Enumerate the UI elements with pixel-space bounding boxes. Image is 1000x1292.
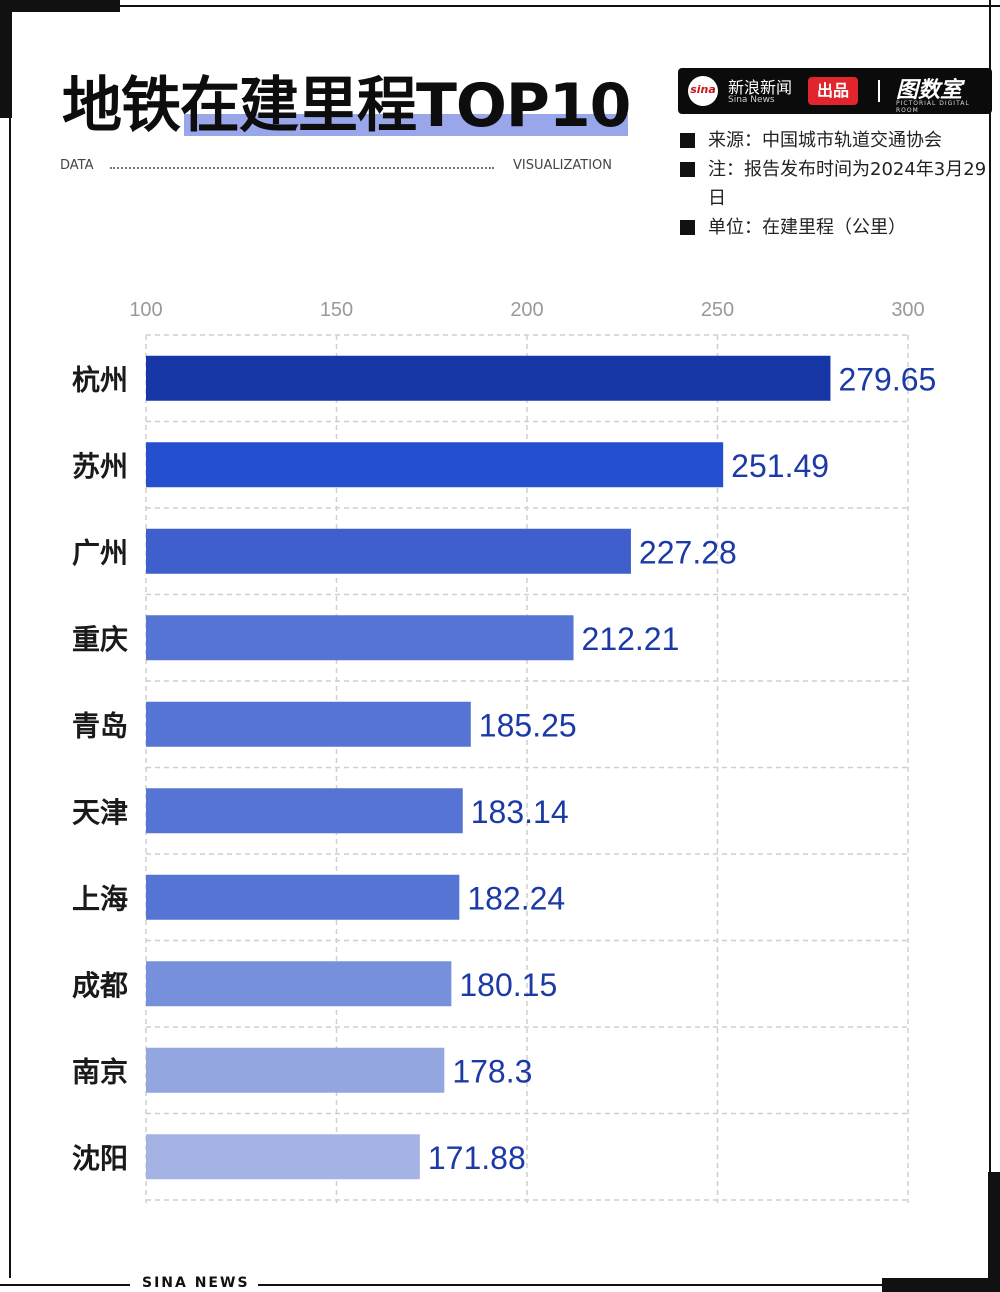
x-tick-label: 300 — [891, 299, 924, 321]
bar — [146, 701, 471, 747]
bar — [146, 1134, 420, 1180]
frame-bottom-line — [0, 1284, 130, 1286]
x-tick-label: 250 — [701, 299, 734, 321]
subtitle-left: DATA — [60, 158, 94, 173]
value-label: 182.24 — [467, 880, 565, 916]
brand-room-logo: 图数室 — [896, 78, 963, 103]
value-label: 279.65 — [838, 361, 936, 397]
category-label: 南京 — [72, 1055, 128, 1088]
brand-separator — [878, 80, 880, 102]
page-title: 地铁在建里程TOP10 — [62, 71, 631, 141]
bar — [146, 528, 631, 574]
category-label: 广州 — [72, 536, 128, 569]
brand-name: 新浪新闻 — [728, 78, 793, 97]
frame-corner-bottom-right — [988, 1172, 1000, 1292]
square-bullet-icon — [680, 133, 695, 148]
bar — [146, 961, 452, 1007]
title-block: 地铁在建里程TOP10 — [62, 70, 631, 142]
value-label: 178.3 — [452, 1053, 532, 1089]
category-label: 杭州 — [72, 363, 128, 396]
x-tick-label: 100 — [129, 299, 162, 321]
bar — [146, 615, 574, 661]
bar-chart: 100 150 200 250 300 杭州 279.65 苏州 251.49 广州 227.28 重… — [72, 299, 936, 1203]
brand-name-en: Sina News — [728, 95, 775, 105]
category-label: 青岛 — [72, 709, 128, 742]
note-release: 注：报告发布时间为2024年3月29日 — [678, 155, 992, 213]
sina-logo-icon: sina — [688, 76, 718, 106]
value-label: 171.88 — [428, 1140, 526, 1176]
value-label: 180.15 — [459, 967, 557, 1003]
frame-bottom-block — [882, 1278, 1000, 1292]
note-unit: 单位：在建里程（公里） — [678, 213, 992, 242]
dotted-divider — [110, 167, 494, 169]
category-label: 成都 — [72, 969, 128, 1002]
title-highlight — [184, 114, 628, 136]
value-label: 185.25 — [479, 707, 577, 743]
bar — [146, 788, 463, 834]
brand-room-en: PICTORIAL DIGITAL ROOM — [896, 100, 970, 114]
square-bullet-icon — [680, 220, 695, 235]
subtitle-right: VISUALIZATION — [513, 158, 612, 173]
sina-logo-text: sina — [690, 83, 716, 96]
square-bullet-icon — [680, 162, 695, 177]
x-tick-label: 150 — [320, 299, 353, 321]
category-label: 苏州 — [72, 450, 128, 483]
brand-banner: sina 新浪新闻 Sina News 出品 图数室 PICTORIAL DIG… — [678, 68, 992, 114]
value-label: 251.49 — [731, 448, 829, 484]
bar — [146, 355, 831, 401]
bar — [146, 1047, 445, 1093]
frame-right-line — [989, 0, 991, 1172]
x-tick-label: 200 — [510, 299, 543, 321]
bar — [146, 442, 724, 488]
bar — [146, 874, 460, 920]
value-label: 227.28 — [639, 534, 737, 570]
frame-corner-top-left — [0, 0, 12, 118]
note-source: 来源：中国城市轨道交通协会 — [678, 126, 992, 155]
value-label: 212.21 — [582, 621, 680, 657]
category-label: 重庆 — [72, 623, 128, 656]
frame-top — [0, 0, 1000, 12]
footer-brand: SINA NEWS — [142, 1275, 250, 1291]
data-visualization-rule: DATA VISUALIZATION — [60, 158, 612, 178]
frame-left-line — [9, 118, 11, 1278]
category-label: 上海 — [72, 882, 128, 915]
notes-list: 来源：中国城市轨道交通协会 注：报告发布时间为2024年3月29日 单位：在建里… — [678, 126, 992, 242]
frame-bottom-line — [258, 1284, 888, 1286]
category-label: 沈阳 — [72, 1142, 128, 1175]
brand-badge: 出品 — [808, 77, 858, 105]
value-label: 183.14 — [471, 794, 569, 830]
category-label: 天津 — [72, 796, 128, 829]
